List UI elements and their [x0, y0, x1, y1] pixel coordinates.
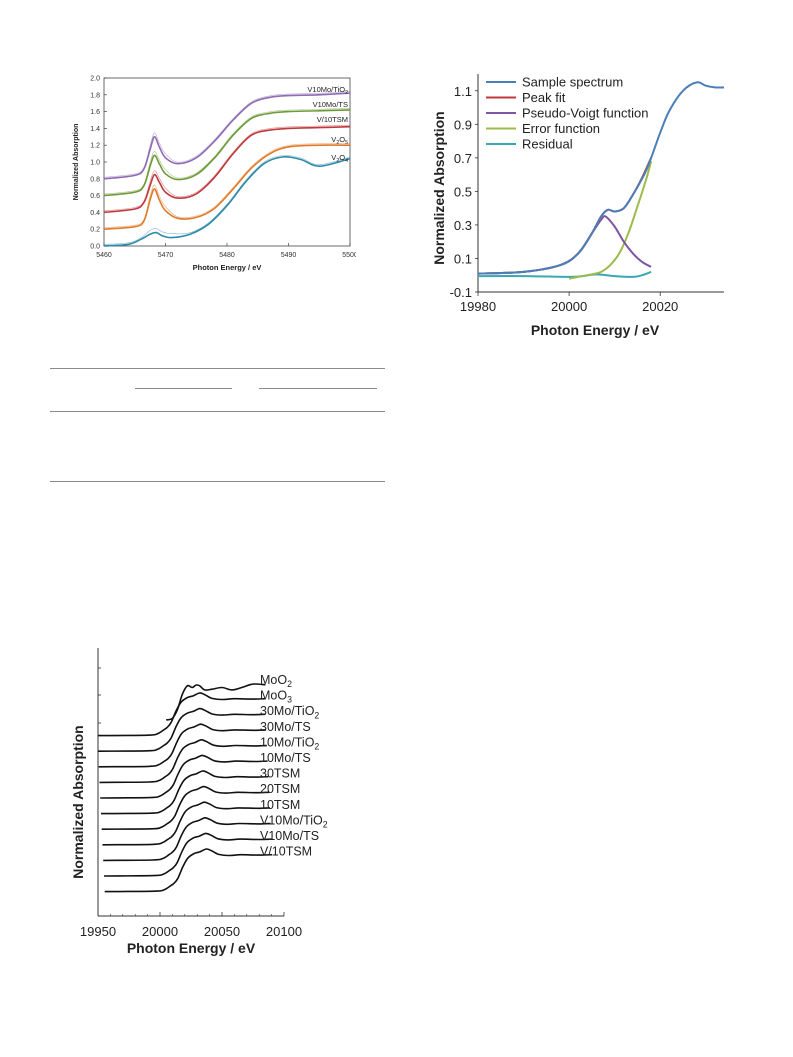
x-tick-label: 5490 — [281, 252, 297, 259]
x-tick-label: 5500 — [342, 252, 356, 259]
legend-label: Peak fit — [522, 90, 566, 105]
y-tick-label: 0.5 — [454, 184, 472, 199]
series-label: MoO2 — [260, 673, 292, 689]
y-tick-label: 0.7 — [454, 151, 472, 166]
series-label: 30Mo/TiO2 — [260, 704, 319, 720]
x-tick-label: 20050 — [204, 924, 240, 939]
x-tick-label: 20100 — [266, 924, 302, 939]
series-line — [477, 215, 652, 275]
series-label: 10Mo/TiO2 — [260, 735, 319, 751]
series-label: 20TSM — [260, 782, 300, 796]
y-tick-label: 0.4 — [90, 210, 100, 217]
series-line — [103, 156, 351, 247]
series-label: V2O4 — [331, 153, 348, 164]
series-line — [100, 754, 268, 799]
y-axis-label: Normalized Absorption — [431, 111, 447, 265]
y-tick-label: 1.1 — [454, 84, 472, 99]
x-axis-label: Photon Energy / eV — [531, 322, 660, 338]
series-line — [100, 770, 269, 815]
series-line — [477, 81, 725, 275]
series-line — [99, 738, 267, 784]
y-tick-label: 1.0 — [90, 160, 100, 167]
series-line — [103, 125, 351, 214]
y-tick-label: 1.4 — [90, 126, 100, 133]
x-tick-label: 19980 — [460, 299, 496, 314]
series-line — [477, 157, 653, 275]
y-axis-label: Normalized Absorption — [70, 725, 86, 879]
y-tick-label: 0.6 — [90, 193, 100, 200]
series-label: V2O5 — [331, 135, 348, 146]
series-line — [103, 816, 271, 862]
y-tick-label: 2.0 — [90, 76, 100, 83]
series-label: MoO3 — [260, 689, 292, 705]
x-tick-label: 20000 — [142, 924, 178, 939]
x-axis-label: Photon Energy / eV — [127, 940, 256, 956]
series-line — [103, 832, 272, 877]
legend-label: Error function — [522, 121, 600, 136]
y-tick-label: 1.2 — [90, 143, 100, 150]
y-tick-label: 0.1 — [454, 251, 472, 266]
chart-mo-kedge-svg: 19950 20000 20050 20100 Photon Energy / eV No… — [70, 648, 328, 956]
legend-label: Pseudo-Voigt function — [522, 106, 648, 121]
table-header-rule — [50, 411, 385, 412]
x-tick-label: 5470 — [158, 252, 174, 259]
x-axis-label: Photon Energy / eV — [193, 263, 262, 272]
table-bottom-rule — [50, 481, 385, 482]
y-tick-label: 0.3 — [454, 218, 472, 233]
series-label: V/10TSM — [317, 115, 348, 124]
x-tick-label: 20020 — [642, 299, 678, 314]
table-group-rule-2 — [259, 388, 377, 389]
y-tick-label: -0.1 — [450, 285, 472, 300]
series-line — [101, 785, 270, 830]
series-label: V10Mo/TiO2 — [260, 813, 328, 829]
legend-label: Residual — [522, 137, 573, 152]
y-tick-label: 1.8 — [90, 92, 100, 99]
series-line — [104, 848, 273, 893]
series-ref-line — [103, 143, 351, 228]
x-tick-label: 5480 — [219, 252, 235, 259]
series-label: 10Mo/TS — [260, 751, 311, 765]
table-group-rule-1 — [135, 388, 232, 389]
chart-mo-kedge: 19950 20000 20050 20100 Photon Energy / eV No… — [70, 640, 380, 965]
series-line — [103, 92, 351, 180]
y-axis-label: Normalized Absorption — [73, 124, 80, 201]
series-ref-line — [103, 155, 351, 245]
y-tick-label: 0.0 — [90, 244, 100, 251]
series-line — [568, 160, 653, 280]
y-tick-label: 0.9 — [454, 117, 472, 132]
y-tick-label: 0.8 — [90, 176, 100, 183]
series-line — [103, 109, 351, 197]
series-ref-line — [103, 108, 351, 195]
chart-v-kedge: 0.0 0.2 0.4 0.6 0.8 1.0 1.2 1.4 1.6 1.8 2.0 5460 547… — [66, 70, 358, 290]
series-line — [97, 707, 266, 752]
series-line — [98, 723, 267, 768]
series-ref-line — [103, 124, 351, 212]
series-line — [102, 801, 270, 846]
chart-peak-fit-svg: -0.1 0.1 0.3 0.5 0.7 0.9 1.1 19980 20000 20020 Pho… — [431, 74, 725, 338]
x-tick-label: 20000 — [551, 299, 587, 314]
x-tick-label: 5460 — [96, 252, 112, 259]
series-label: V/10TSM — [260, 845, 312, 859]
x-tick-label: 19950 — [80, 924, 116, 939]
legend-label: Sample spectrum — [522, 75, 623, 90]
series-label: 30Mo/TS — [260, 720, 311, 734]
series-line — [477, 270, 652, 278]
series-label: V10Mo/TS — [313, 100, 348, 109]
table-top-rule — [50, 368, 385, 369]
series-line — [97, 692, 266, 737]
series-label: V10Mo/TS — [260, 829, 319, 843]
series-label: V10Mo/TiO2 — [307, 85, 348, 96]
chart-peak-fit: -0.1 0.1 0.3 0.5 0.7 0.9 1.1 19980 20000 20020 Pho… — [428, 66, 728, 346]
y-tick-label: 1.6 — [90, 109, 100, 116]
series-label: 30TSM — [260, 767, 300, 781]
y-tick-label: 0.2 — [90, 227, 100, 234]
series-line — [103, 144, 351, 230]
series-label: 10TSM — [260, 798, 300, 812]
chart-v-kedge-svg: 0.0 0.2 0.4 0.6 0.8 1.0 1.2 1.4 1.6 1.8 2.0 5460 547… — [73, 76, 358, 273]
